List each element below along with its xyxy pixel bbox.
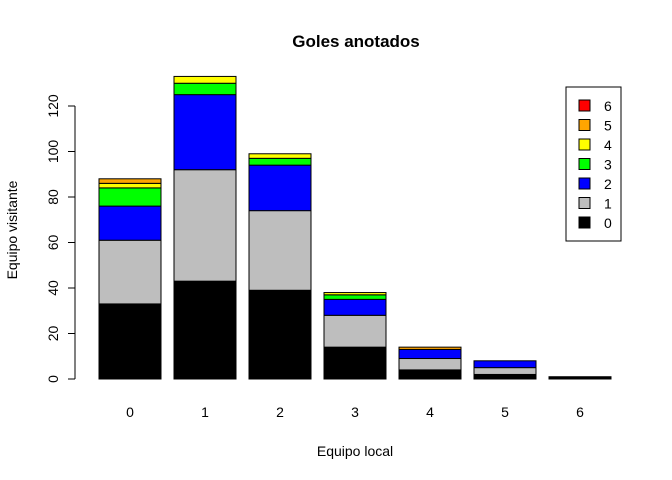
x-tick-label: 2 (276, 404, 284, 420)
y-axis: 0 20 40 60 80 100 120 (45, 94, 76, 383)
y-tick-label: 0 (45, 375, 61, 383)
legend-swatch-3 (578, 158, 591, 170)
bar-segment-2-4 (248, 153, 312, 159)
y-tick-label: 120 (45, 94, 61, 118)
legend-swatch-5 (578, 119, 591, 131)
legend-swatch-4 (578, 138, 591, 151)
bar-segment-1-3 (173, 82, 237, 96)
x-tick-labels: 0 1 2 3 4 5 6 (126, 404, 584, 420)
legend-label-2: 2 (604, 176, 612, 192)
legend-label-0: 0 (604, 215, 612, 231)
bar-segment-3-4 (323, 292, 387, 296)
x-tick-label: 5 (501, 404, 509, 420)
x-tick-label: 3 (351, 404, 359, 420)
bar-segment-0-1 (98, 239, 162, 305)
y-tick-label: 80 (45, 189, 61, 205)
y-axis-label: Equipo visitante (4, 180, 20, 279)
bar-segment-4-5 (398, 346, 462, 350)
bar-segment-1-2 (173, 94, 237, 171)
x-tick-label: 4 (426, 404, 434, 420)
bar-segment-3-0 (323, 346, 387, 380)
legend: 6 5 4 3 2 1 0 (565, 86, 622, 242)
bars-group (98, 75, 612, 380)
legend-swatch-2 (578, 177, 591, 190)
bar-segment-4-2 (398, 348, 462, 360)
legend-label-4: 4 (604, 137, 612, 153)
bar-segment-1-1 (173, 169, 237, 282)
legend-label-3: 3 (604, 157, 612, 173)
bar-segment-3-2 (323, 298, 387, 316)
y-tick-label: 20 (45, 326, 61, 342)
bar-segment-6-0 (548, 376, 612, 380)
bar-segment-4-1 (398, 358, 462, 371)
bar-segment-2-1 (248, 210, 312, 291)
bar-segment-2-0 (248, 289, 312, 380)
legend-swatch-6 (578, 99, 591, 112)
bar-segment-2-2 (248, 164, 312, 212)
x-tick-label: 6 (576, 404, 584, 420)
bar-segment-5-1 (473, 367, 537, 375)
bar-segment-1-4 (173, 75, 237, 84)
x-axis-label: Equipo local (317, 443, 393, 459)
chart-title: Goles anotados (292, 32, 420, 51)
bar-segment-0-5 (98, 178, 162, 184)
bar-segment-5-2 (473, 360, 537, 369)
legend-box (565, 86, 622, 242)
y-tick-label: 60 (45, 235, 61, 251)
bar-segment-4-0 (398, 369, 462, 380)
bar-segment-0-2 (98, 205, 162, 241)
bar-segment-0-4 (98, 182, 162, 189)
bar-segment-5-0 (473, 373, 537, 380)
bar-segment-2-3 (248, 157, 312, 166)
bar-segment-0-3 (98, 187, 162, 207)
x-tick-label: 0 (126, 404, 134, 420)
y-tick-label: 100 (45, 140, 61, 164)
legend-swatch-1 (578, 197, 591, 209)
bar-segment-3-1 (323, 314, 387, 348)
legend-label-1: 1 (604, 196, 612, 212)
legend-label-6: 6 (604, 98, 612, 114)
y-tick-label: 40 (45, 280, 61, 296)
x-tick-label: 1 (201, 404, 209, 420)
bar-segment-1-0 (173, 280, 237, 380)
bar-segment-0-0 (98, 303, 162, 380)
legend-label-5: 5 (604, 118, 612, 134)
bar-segment-3-3 (323, 294, 387, 300)
legend-swatch-0 (578, 216, 591, 229)
